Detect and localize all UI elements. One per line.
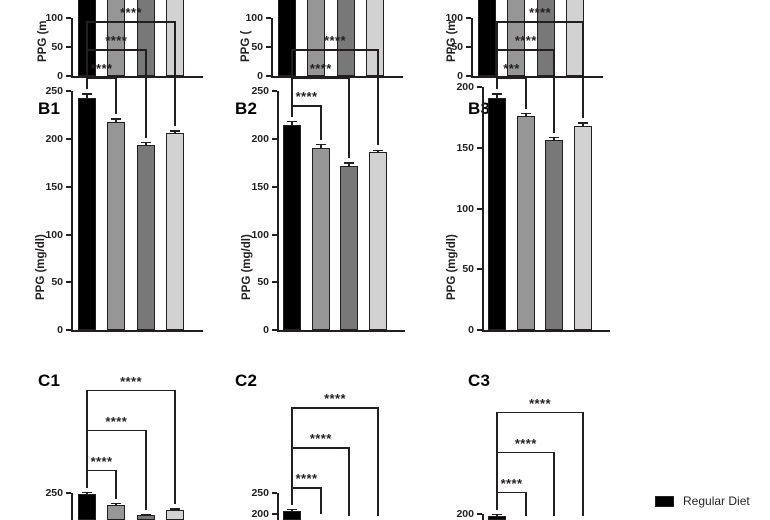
bar <box>488 516 506 520</box>
significance-stars: **** <box>477 437 574 450</box>
panel-label-c3: C3 <box>468 372 490 389</box>
legend-label: Regular Diet <box>683 495 750 507</box>
significance-bracket-leg <box>582 412 584 516</box>
significance-bracket-leg <box>525 492 527 516</box>
bar <box>137 515 155 520</box>
y-tick-label: 200 <box>441 509 474 520</box>
legend: Regular Diet <box>655 495 750 507</box>
legend-swatch <box>655 496 674 507</box>
significance-bracket-leg <box>496 412 498 510</box>
significance-bracket-leg <box>553 452 555 516</box>
significance-bracket <box>497 492 526 494</box>
significance-stars: **** <box>477 477 546 490</box>
significance-bracket <box>497 412 583 414</box>
significance-bracket <box>497 452 554 454</box>
significance-stars: **** <box>477 397 603 410</box>
